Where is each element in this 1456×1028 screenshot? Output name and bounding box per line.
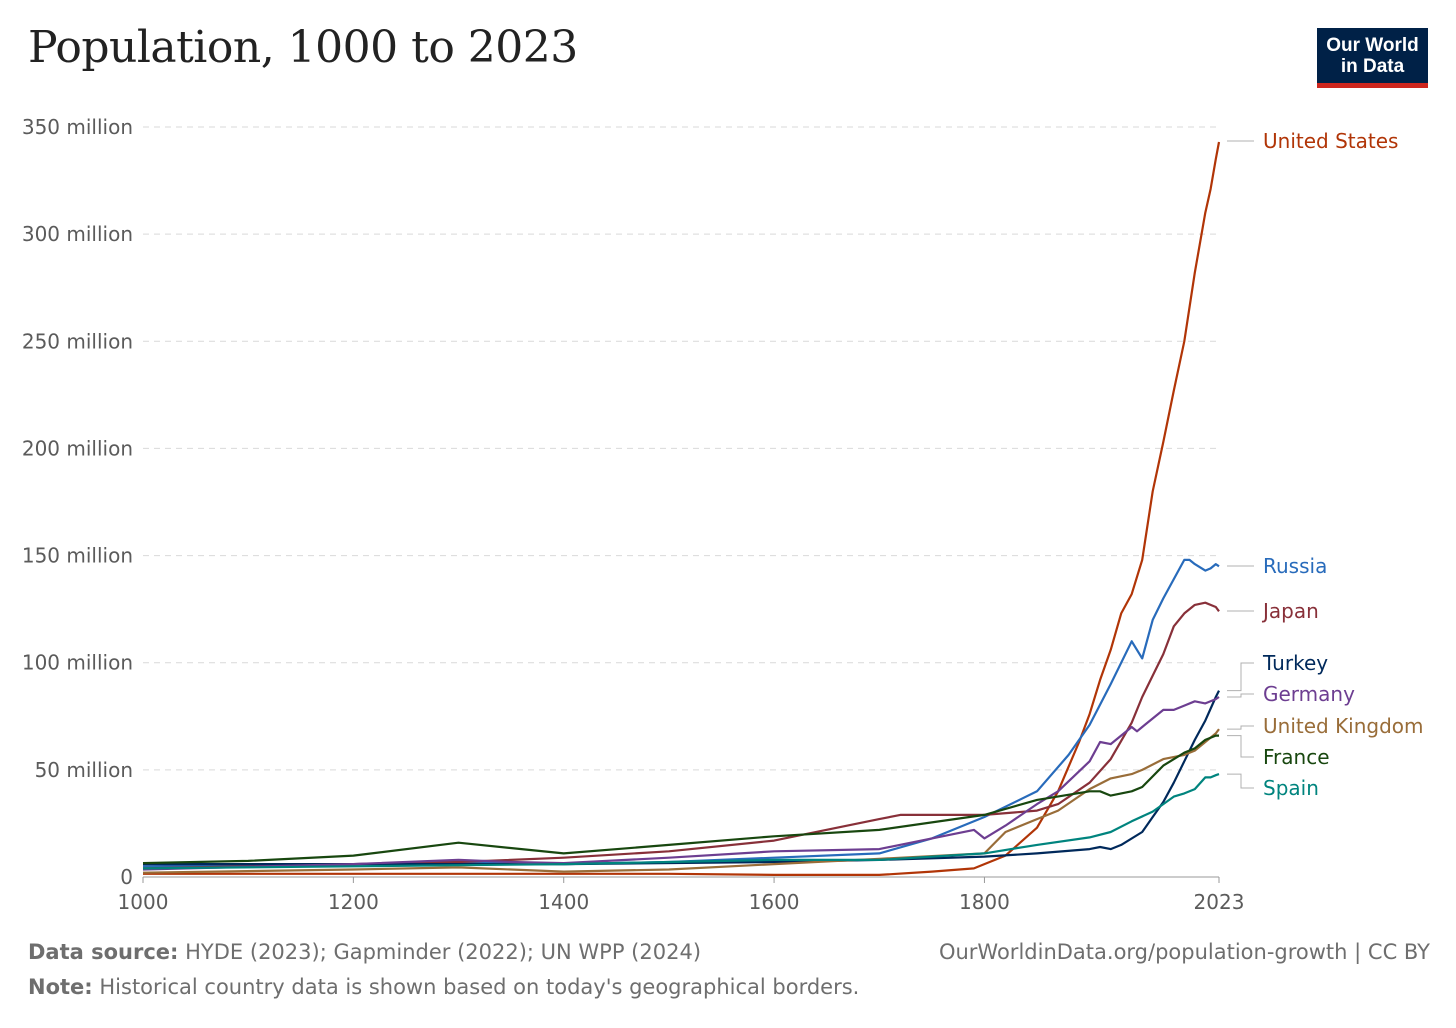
chart-note: Note: Historical country data is shown b…	[28, 975, 859, 999]
label-connector	[1227, 725, 1254, 730]
x-tick-label: 1800	[959, 890, 1010, 914]
y-tick-label: 200 million	[22, 436, 133, 460]
logo-line-1: Our World	[1326, 35, 1419, 56]
series-line	[142, 601, 1220, 870]
label-connector	[1227, 735, 1254, 758]
label-connector	[1227, 773, 1254, 789]
source-text: HYDE (2023); Gapminder (2022); UN WPP (2…	[185, 940, 702, 964]
note-label: Note:	[28, 975, 93, 999]
y-tick-label: 300 million	[22, 222, 133, 246]
y-tick-label: 350 million	[22, 115, 133, 139]
source-url-link[interactable]: OurWorldinData.org/population-growth | C…	[938, 940, 1430, 964]
owid-logo[interactable]: Our World in Data	[1317, 28, 1428, 88]
y-tick-label: 150 million	[22, 544, 133, 568]
series-line	[143, 141, 1221, 876]
series-label: Spain	[1263, 776, 1319, 800]
data-source: Data source: HYDE (2023); Gapminder (202…	[28, 940, 701, 964]
series-label: France	[1263, 745, 1330, 769]
series-line	[142, 696, 1220, 871]
line-chart: 0 50 million 100 million 150 million 200 mil…	[22, 115, 1424, 914]
series-label: Japan	[1261, 599, 1319, 623]
series-label: Turkey	[1262, 651, 1328, 675]
chart-title: Population, 1000 to 2023	[28, 22, 578, 73]
label-connector	[1227, 693, 1254, 698]
y-tick-label: 100 million	[22, 651, 133, 675]
series-label: United States	[1263, 129, 1398, 153]
source-label: Data source:	[28, 940, 179, 964]
series-line	[142, 558, 1220, 868]
y-tick-label: 0	[120, 865, 133, 889]
x-tick-label: 1200	[328, 890, 379, 914]
y-tick-label: 250 million	[22, 329, 133, 353]
x-tick-label: 1400	[538, 890, 589, 914]
x-tick-label: 2023	[1194, 890, 1245, 914]
series-line	[143, 690, 1220, 866]
series-line	[142, 773, 1220, 870]
note-text: Historical country data is shown based o…	[99, 975, 860, 999]
x-tick-label: 1000	[118, 890, 169, 914]
x-tick-label: 1600	[749, 890, 800, 914]
logo-line-2: in Data	[1340, 56, 1405, 77]
series-label: Russia	[1263, 554, 1327, 578]
y-tick-label: 50 million	[35, 758, 133, 782]
label-connector	[1227, 662, 1254, 692]
series-line	[142, 734, 1219, 865]
series-label: Germany	[1263, 682, 1355, 706]
series-label: United Kingdom	[1263, 714, 1424, 738]
series-line	[142, 728, 1220, 874]
